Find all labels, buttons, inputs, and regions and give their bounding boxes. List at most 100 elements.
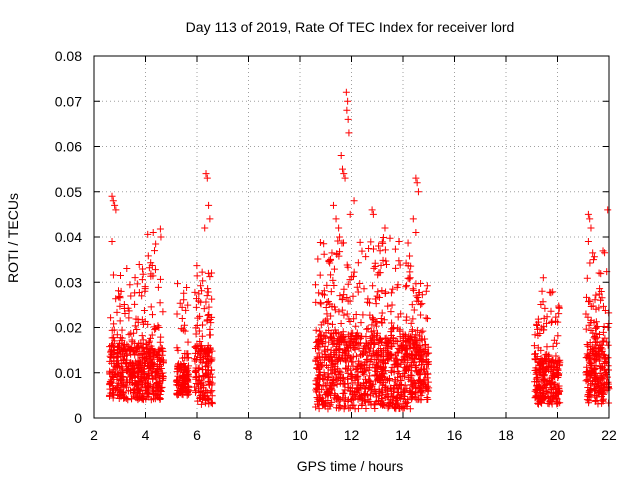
- data-point: [202, 386, 210, 394]
- data-point: [144, 382, 152, 390]
- data-point: [204, 358, 212, 366]
- data-point: [120, 393, 128, 401]
- data-point: [354, 288, 362, 296]
- data-point: [370, 340, 378, 348]
- data-point: [197, 400, 205, 408]
- data-point: [191, 288, 199, 296]
- data-point: [372, 300, 380, 308]
- data-point: [342, 347, 350, 355]
- data-point: [346, 210, 354, 218]
- data-point: [321, 372, 329, 380]
- data-point: [594, 377, 602, 385]
- data-point: [335, 224, 343, 232]
- data-point: [595, 357, 603, 365]
- data-point: [205, 380, 213, 388]
- data-point: [364, 324, 372, 332]
- data-point: [591, 374, 599, 382]
- data-point: [312, 384, 320, 392]
- data-point: [154, 366, 162, 374]
- chart-title: Day 113 of 2019, Rate Of TEC Index for r…: [186, 19, 515, 35]
- data-point: [178, 315, 186, 323]
- data-point: [423, 282, 431, 290]
- data-point: [407, 371, 415, 379]
- data-point: [589, 249, 597, 257]
- data-point: [416, 388, 424, 396]
- data-point: [537, 346, 545, 354]
- data-point: [322, 304, 330, 312]
- data-point: [340, 170, 348, 178]
- data-point: [133, 380, 141, 388]
- data-point: [108, 192, 116, 200]
- data-point: [371, 295, 379, 303]
- data-point: [375, 339, 383, 347]
- data-point: [314, 255, 322, 263]
- data-point: [397, 360, 405, 368]
- data-point: [200, 392, 208, 400]
- data-point: [587, 381, 595, 389]
- data-point: [545, 393, 553, 401]
- data-point: [121, 346, 129, 354]
- data-point: [415, 289, 423, 297]
- data-point: [313, 343, 321, 351]
- data-point: [120, 355, 128, 363]
- data-point: [185, 373, 193, 381]
- data-point: [540, 376, 548, 384]
- data-point: [114, 382, 122, 390]
- data-point: [376, 344, 384, 352]
- data-point: [417, 345, 425, 353]
- data-point: [594, 381, 602, 389]
- data-point: [328, 249, 336, 257]
- data-point: [387, 289, 395, 297]
- data-point: [327, 391, 335, 399]
- data-point: [381, 224, 389, 232]
- y-tick-label: 0.04: [55, 229, 82, 245]
- data-point: [181, 321, 189, 329]
- data-point: [183, 283, 191, 291]
- data-point: [587, 327, 595, 335]
- data-point: [206, 273, 214, 281]
- data-point: [393, 349, 401, 357]
- data-point: [155, 394, 163, 402]
- data-point: [154, 283, 162, 291]
- data-point: [368, 386, 376, 394]
- data-point: [411, 363, 419, 371]
- data-point: [353, 384, 361, 392]
- data-point: [378, 388, 386, 396]
- data-point: [412, 383, 420, 391]
- data-point: [340, 397, 348, 405]
- data-point: [321, 351, 329, 359]
- data-point: [346, 318, 354, 326]
- data-point: [373, 393, 381, 401]
- data-point: [404, 335, 412, 343]
- data-point: [356, 280, 364, 288]
- data-point: [421, 341, 429, 349]
- data-point: [360, 392, 368, 400]
- data-point: [354, 375, 362, 383]
- data-point: [349, 292, 357, 300]
- data-point: [147, 355, 155, 363]
- data-point: [358, 361, 366, 369]
- data-point: [388, 319, 396, 327]
- data-point: [394, 348, 402, 356]
- data-point: [378, 381, 386, 389]
- data-point: [319, 394, 327, 402]
- data-point: [182, 387, 190, 395]
- data-point: [111, 201, 119, 209]
- data-point: [387, 308, 395, 316]
- data-point: [197, 388, 205, 396]
- data-point: [195, 327, 203, 335]
- data-point: [359, 396, 367, 404]
- data-point: [172, 378, 180, 386]
- data-point: [138, 316, 146, 324]
- data-point: [208, 387, 216, 395]
- data-point: [550, 336, 558, 344]
- data-point: [146, 357, 154, 365]
- data-point: [336, 248, 344, 256]
- data-point: [136, 362, 144, 370]
- data-point: [325, 256, 333, 264]
- data-point: [409, 326, 417, 334]
- data-point: [552, 369, 560, 377]
- data-point: [536, 384, 544, 392]
- data-point: [208, 398, 216, 406]
- data-point: [140, 307, 148, 315]
